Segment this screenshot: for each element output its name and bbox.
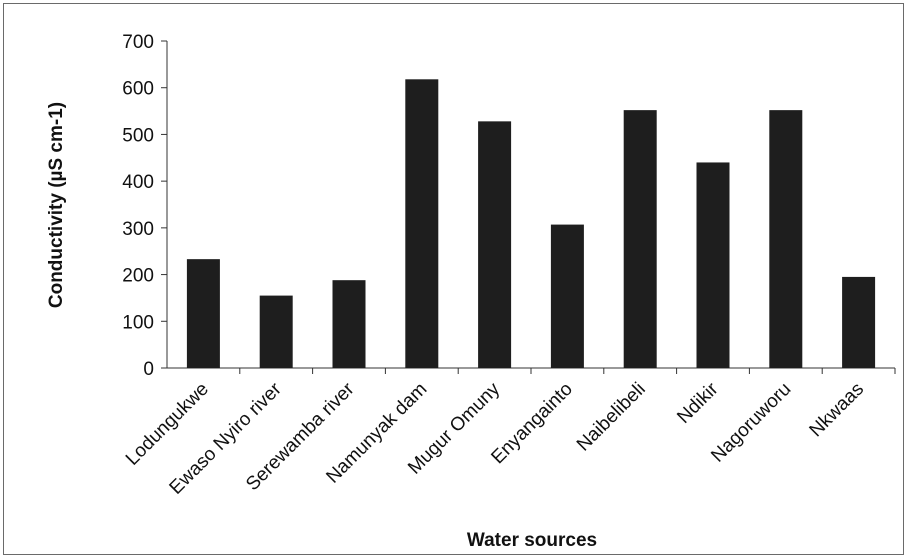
y-tick-label: 500 (122, 125, 154, 146)
bar (842, 276, 876, 368)
x-tick-label: Nkwaas (806, 379, 869, 442)
y-tick-label: 200 (122, 266, 154, 287)
y-axis-title: Conductivity (µS cm-1) (46, 102, 67, 308)
x-axis-title: Water sources (467, 530, 597, 551)
y-tick-label: 700 (122, 32, 154, 53)
bar (332, 280, 366, 368)
bar (623, 110, 657, 368)
bar (696, 162, 730, 368)
y-tick-group: 0 100 200 300 400 500 600 700 (122, 32, 167, 380)
y-tick-label: 0 (143, 359, 154, 380)
bar (478, 121, 512, 368)
bar (550, 224, 584, 368)
bar (405, 79, 439, 368)
y-tick-label: 100 (122, 312, 154, 333)
bar-group (186, 79, 876, 368)
y-tick-label: 300 (122, 219, 154, 240)
bar (186, 259, 220, 368)
bar (769, 110, 803, 368)
y-tick-label: 400 (122, 172, 154, 193)
x-tick-label: Ndikir (673, 378, 723, 428)
y-tick-label: 600 (122, 79, 154, 100)
x-tick-label: Naibelibeli (573, 379, 650, 456)
bar (259, 295, 293, 368)
chart-frame (3, 3, 904, 555)
